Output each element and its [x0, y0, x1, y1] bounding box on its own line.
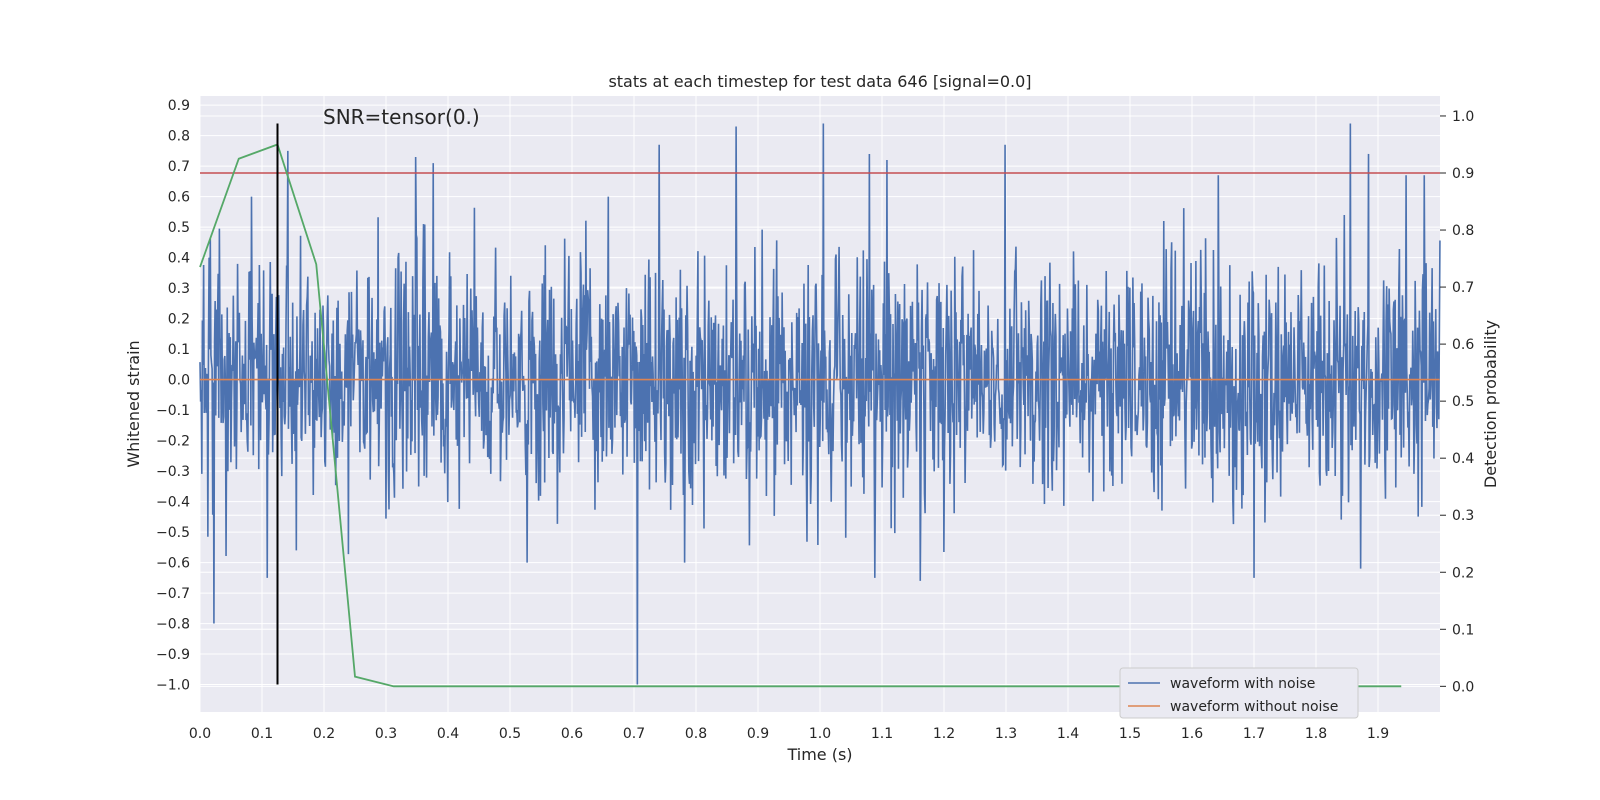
- y-tick-label: −0.1: [156, 403, 190, 419]
- y2-tick-label: 0.7: [1452, 280, 1474, 296]
- series-waveform-with-noise: [199, 123, 1441, 685]
- y2-tick-label: 0.3: [1452, 508, 1474, 524]
- chart-title: stats at each timestep for test data 646…: [608, 72, 1031, 91]
- series-detection-probability: [199, 143, 1402, 688]
- y2-tick-label: 1.0: [1452, 109, 1474, 125]
- x-tick-label: 0.8: [685, 726, 707, 742]
- y2-axis-label: Detection probability: [1481, 320, 1500, 488]
- x-tick-label: 1.1: [871, 726, 893, 742]
- legend: waveform with noise waveform without noi…: [1119, 667, 1359, 719]
- x-tick-label: 0.6: [561, 726, 583, 742]
- y-tick-label: 0.9: [168, 98, 190, 114]
- y-tick-label: −0.6: [156, 556, 190, 572]
- x-tick-label: 1.2: [933, 726, 955, 742]
- y2-tick-label: 0.1: [1452, 622, 1474, 638]
- legend-box: [1119, 667, 1359, 719]
- y2-tick-label: 0.9: [1452, 166, 1474, 182]
- y2-tick-label: 0.2: [1452, 565, 1474, 581]
- y-tick-label: 0.2: [168, 312, 190, 328]
- y-tick-label: 0.0: [168, 373, 190, 389]
- y2-tick-label: 0.8: [1452, 223, 1474, 239]
- y-tick-label: −0.2: [156, 434, 190, 450]
- x-tick-label: 0.5: [499, 726, 521, 742]
- legend-label-without-noise: waveform without noise: [1170, 699, 1338, 715]
- x-tick-label: 1.8: [1305, 726, 1327, 742]
- y-axis-label: Whitened strain: [124, 340, 143, 467]
- y-tick-label: −0.3: [156, 464, 190, 480]
- y-tick-label: 0.5: [168, 220, 190, 236]
- y-tick-label: −1.0: [156, 678, 190, 694]
- series-layer: [199, 123, 1441, 688]
- x-tick-label: 1.3: [995, 726, 1017, 742]
- y-tick-label: 0.8: [168, 129, 190, 145]
- y-tick-label: 0.4: [168, 251, 190, 267]
- y-tick-label: 0.3: [168, 281, 190, 297]
- x-tick-label: 0.9: [747, 726, 769, 742]
- y2-tick-label: 0.5: [1452, 394, 1474, 410]
- legend-label-with-noise: waveform with noise: [1170, 676, 1315, 692]
- ticks: 0.0 0.1 0.2 0.3 0.4 0.5 0.6 0.7 0.8 0.9 1.0 1.1 1.2 1…: [156, 98, 1474, 742]
- y-tick-label: 0.1: [168, 342, 190, 358]
- x-tick-label: 0.1: [251, 726, 273, 742]
- x-tick-label: 1.5: [1119, 726, 1141, 742]
- snr-annotation: SNR=tensor(0.): [323, 105, 480, 129]
- x-tick-label: 1.6: [1181, 726, 1203, 742]
- y2-tick-label: 0.6: [1452, 337, 1474, 353]
- y-tick-label: −0.8: [156, 617, 190, 633]
- x-tick-label: 1.7: [1243, 726, 1265, 742]
- x-tick-label: 1.0: [809, 726, 831, 742]
- y2-tick-label: 0.4: [1452, 451, 1474, 467]
- y-tick-label: 0.7: [168, 159, 190, 175]
- x-tick-label: 0.4: [437, 726, 459, 742]
- y-tick-label: 0.6: [168, 190, 190, 206]
- x-tick-label: 1.9: [1367, 726, 1389, 742]
- x-tick-label: 0.2: [313, 726, 335, 742]
- y-tick-label: −0.4: [156, 495, 190, 511]
- x-tick-label: 0.3: [375, 726, 397, 742]
- y-tick-label: −0.7: [156, 586, 190, 602]
- x-tick-label: 0.0: [189, 726, 211, 742]
- x-tick-label: 0.7: [623, 726, 645, 742]
- y2-tick-label: 0.0: [1452, 679, 1474, 695]
- y-tick-label: −0.9: [156, 647, 190, 663]
- x-tick-label: 1.4: [1057, 726, 1079, 742]
- x-axis-label: Time (s): [786, 745, 852, 764]
- y-tick-label: −0.5: [156, 525, 190, 541]
